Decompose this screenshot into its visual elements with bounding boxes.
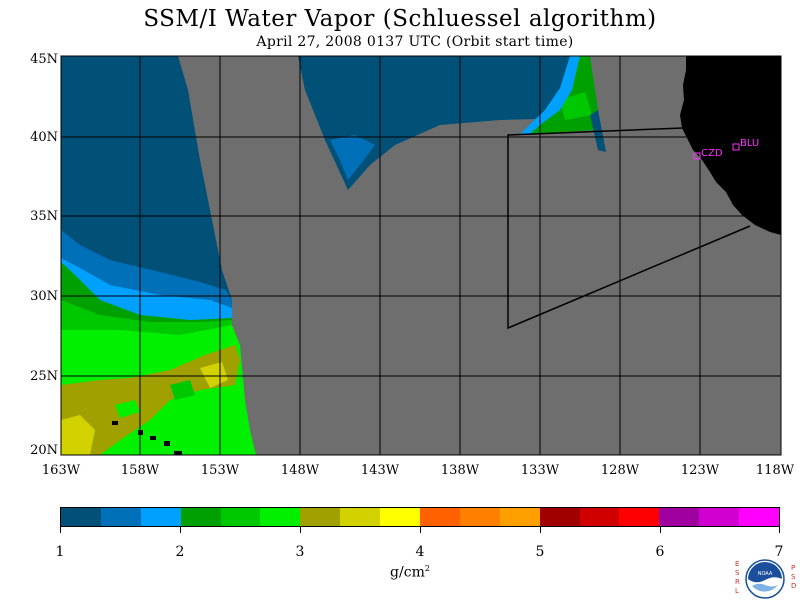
station-marker-czd — [693, 152, 701, 160]
colorbar-label: 1 — [55, 544, 65, 560]
colorbar-swatch — [140, 508, 181, 526]
colorbar-swatch — [619, 508, 660, 526]
swath-central-dark-blue — [298, 56, 576, 190]
colorbar-tick — [779, 527, 780, 533]
logo-letter: P — [791, 564, 796, 572]
logo-letter: D — [791, 582, 797, 590]
lon-label: 128W — [600, 463, 640, 478]
lon-label: 118W — [755, 463, 795, 478]
swath-west-olive — [61, 345, 240, 455]
colorbar-swatch — [420, 508, 460, 526]
logo-letter: S — [791, 573, 796, 581]
units-superscript: 2 — [424, 564, 430, 573]
lat-label: 30N — [30, 289, 58, 304]
station-label-blu: BLU — [740, 138, 760, 149]
colorbar-swatch — [459, 508, 500, 526]
islands — [112, 421, 182, 455]
colorbar-swatch — [659, 508, 700, 526]
colorbar-label: 4 — [415, 544, 425, 560]
lon-label: 148W — [280, 463, 320, 478]
station-label-czd: CZD — [701, 148, 723, 159]
logo-letter: S — [735, 569, 740, 577]
colorbar-label: 5 — [535, 544, 545, 560]
lon-label: 133W — [520, 463, 560, 478]
swath-ne-light-blue — [520, 56, 580, 134]
lat-label: 20N — [30, 443, 58, 458]
colorbar-tick — [540, 527, 541, 533]
lon-label: 123W — [680, 463, 720, 478]
lat-label: 25N — [30, 369, 58, 384]
graticule — [61, 56, 781, 455]
colorbar-swatch — [699, 508, 740, 526]
lon-label: 163W — [41, 463, 81, 478]
colorbar-swatch — [739, 508, 780, 526]
colorbar-swatch — [499, 508, 540, 526]
colorbar-swatch — [61, 508, 101, 526]
colorbar-swatch — [180, 508, 221, 526]
land-mass — [680, 56, 781, 235]
svg-text:NOAA: NOAA — [758, 571, 773, 577]
lat-label: 45N — [30, 52, 58, 67]
station-marker-blu — [732, 143, 740, 151]
colorbar — [60, 507, 780, 527]
colorbar-swatch — [380, 508, 421, 526]
map-frame — [60, 55, 782, 456]
swath-west-yellow-olive-2 — [200, 362, 228, 388]
lat-label: 40N — [30, 130, 58, 145]
lon-label: 143W — [360, 463, 400, 478]
noaa-logo: E S R L NOAA P S D — [733, 556, 797, 600]
colorbar-swatch — [300, 508, 341, 526]
lon-label: 158W — [120, 463, 160, 478]
lon-label: 138W — [440, 463, 480, 478]
chart-title: SSM/I Water Vapor (Schluessel algorithm) — [143, 6, 657, 32]
colorbar-tick — [660, 527, 661, 533]
colorbar-swatch — [340, 508, 381, 526]
colorbar-swatch — [220, 508, 261, 526]
lat-label: 35N — [30, 209, 58, 224]
colorbar-tick — [300, 527, 301, 533]
colorbar-swatch — [100, 508, 141, 526]
flight-track — [507, 127, 751, 330]
colorbar-swatch — [539, 508, 580, 526]
chart-subtitle: April 27, 2008 0137 UTC (Orbit start tim… — [256, 34, 574, 50]
colorbar-label: 2 — [175, 544, 185, 560]
colorbar-tick — [420, 527, 421, 533]
colorbar-tick — [60, 527, 61, 533]
units-text: g/cm — [390, 564, 425, 581]
colorbar-label: 3 — [295, 544, 305, 560]
logo-letter: L — [735, 587, 739, 595]
colorbar-tick — [180, 527, 181, 533]
colorbar-units: g/cm2 — [380, 564, 440, 581]
colorbar-swatch — [260, 508, 301, 526]
noaa-logo-icon: NOAA — [745, 559, 785, 599]
colorbar-swatch — [579, 508, 620, 526]
logo-letter: R — [735, 578, 740, 586]
swath-west-yellow-olive — [61, 415, 95, 455]
logo-letter: E — [735, 560, 740, 568]
colorbar-label: 7 — [774, 544, 784, 560]
lon-label: 153W — [200, 463, 240, 478]
colorbar-label: 6 — [655, 544, 665, 560]
